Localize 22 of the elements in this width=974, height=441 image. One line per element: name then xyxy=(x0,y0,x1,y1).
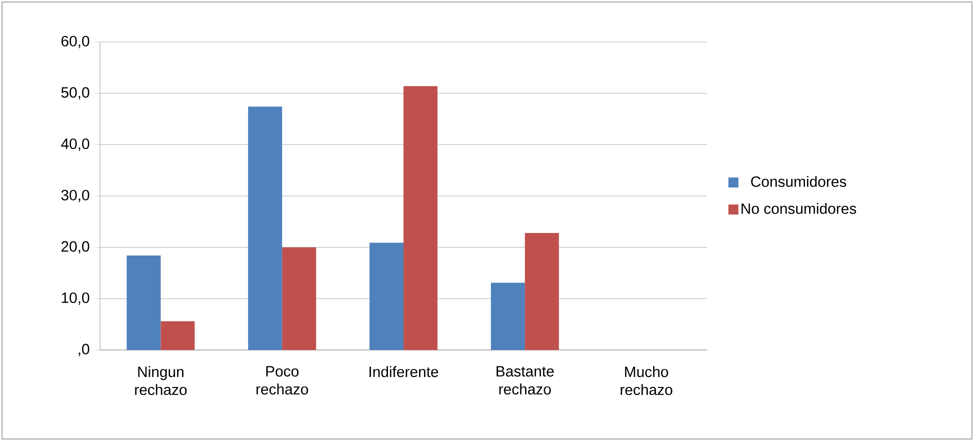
bar xyxy=(524,232,559,350)
legend-label: No consumidores xyxy=(742,202,856,214)
y-tick-label: 60,0 xyxy=(62,36,90,48)
y-tick-label: 30,0 xyxy=(61,190,90,202)
bar xyxy=(404,86,438,350)
x-tick-label: Indiferente xyxy=(370,366,438,378)
bar xyxy=(126,256,161,350)
legend-label: Consumidores xyxy=(751,176,846,187)
y-tick-label: 40,0 xyxy=(61,138,90,151)
bar xyxy=(490,282,525,350)
x-tick-label: Poco rechazo xyxy=(256,366,308,394)
bar xyxy=(160,321,195,350)
x-tick-label: Bastante rechazo xyxy=(496,366,554,394)
x-tick-label: Ningun rechazo xyxy=(135,366,187,396)
bar xyxy=(282,247,316,350)
bar xyxy=(248,106,282,350)
y-tick-label: 50,0 xyxy=(61,87,90,100)
y-tick-label: ,0 xyxy=(78,344,90,356)
bar xyxy=(370,242,404,350)
x-tick-label: Mucho rechazo xyxy=(620,366,672,396)
y-tick-label: 10,0 xyxy=(62,292,90,305)
y-tick-label: 20,0 xyxy=(61,241,90,254)
